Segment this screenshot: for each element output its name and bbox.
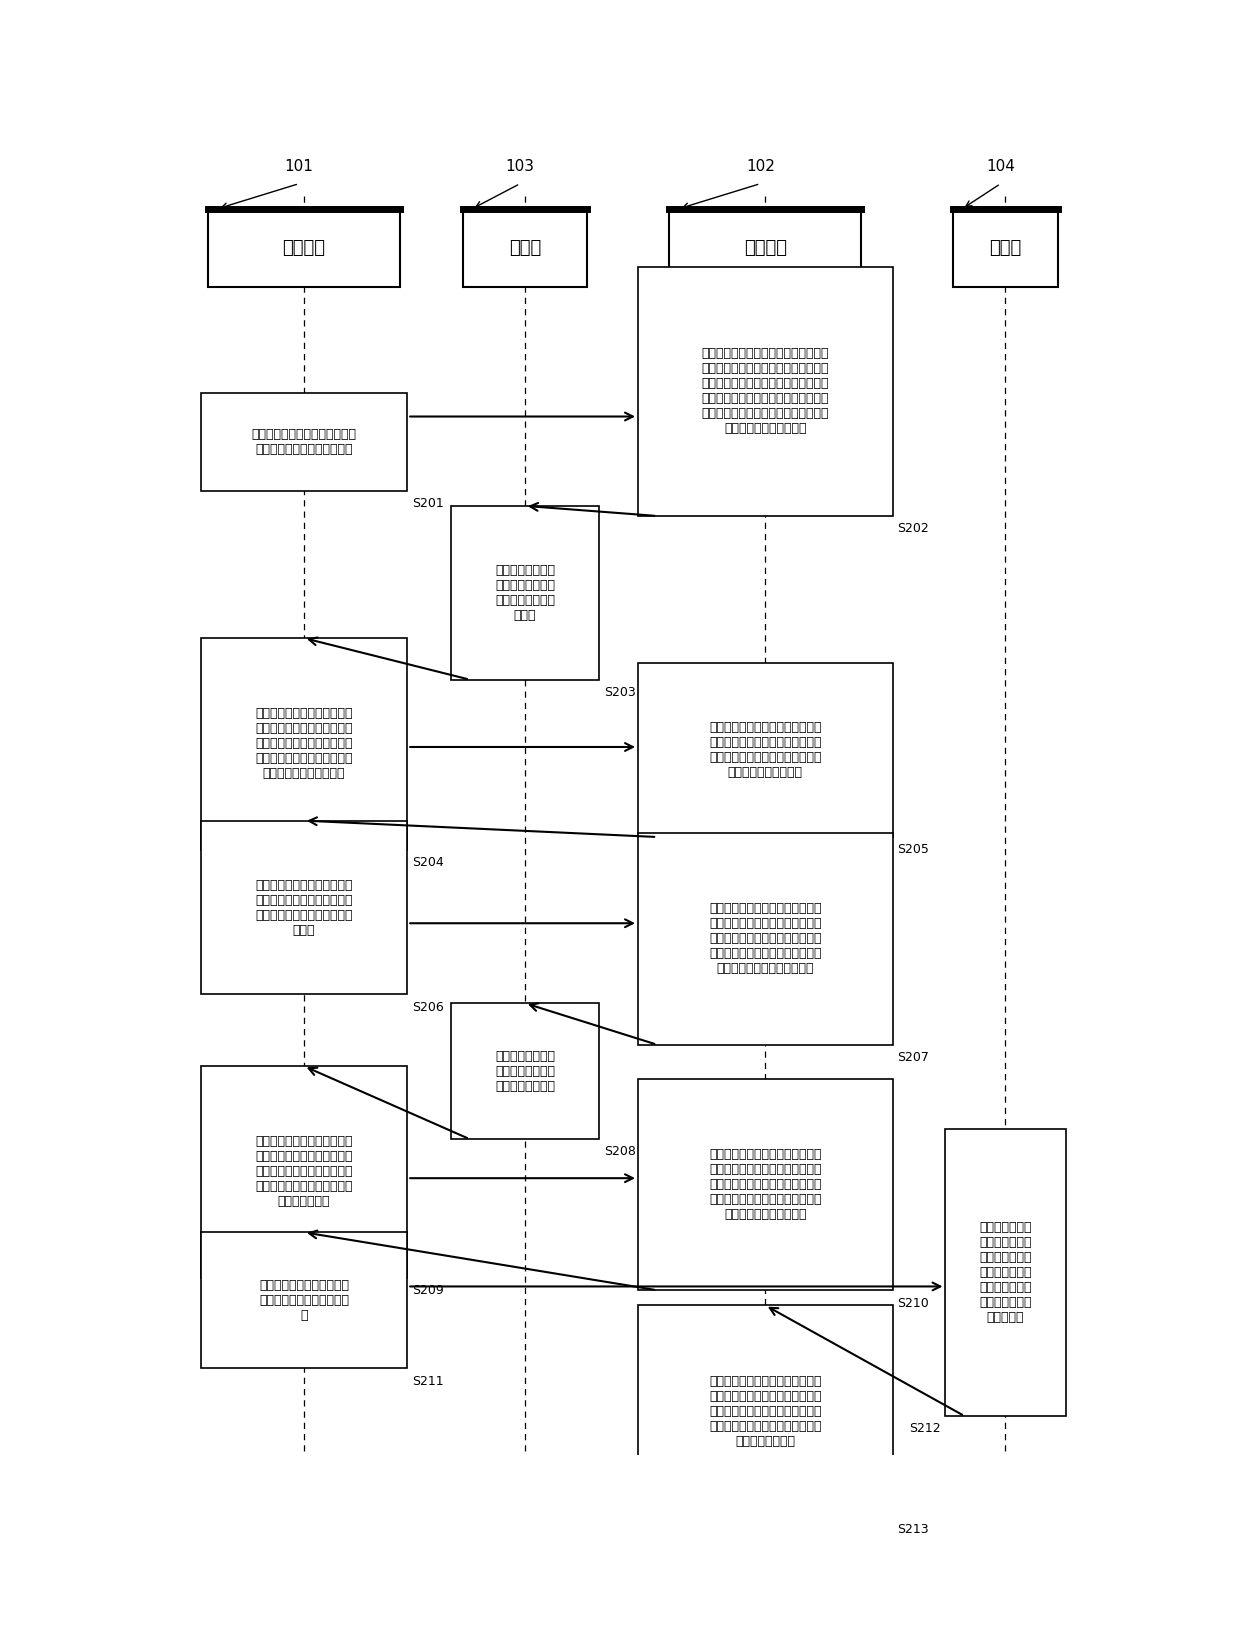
Bar <box>463 209 588 286</box>
Text: S205: S205 <box>898 844 929 857</box>
Text: 接收所述标准射频信号，检测自身
输出端的输出功率值，并计算得到
所述输出功率值与所述校准射频信
号中的所述功率值的差值，且更新
自身的功率修正值: 接收所述标准射频信号，检测自身 输出端的输出功率值，并计算得到 所述输出功率值与… <box>709 1375 821 1447</box>
Text: 根据所述理论功率值和所述实
际功率值，得到实际功率增益
，并发送含有该实际功率值和
实际功率增益的功率调节指令
给所述射频设备: 根据所述理论功率值和所述实 际功率值，得到实际功率增益 ，并发送含有该实际功率值… <box>255 1135 352 1208</box>
Text: S210: S210 <box>898 1297 929 1310</box>
Text: 校准装置: 校准装置 <box>283 239 325 257</box>
Text: S213: S213 <box>898 1524 929 1537</box>
Text: 响应所述第一完成信号，发送
含有所述频率编号和预设功率
信息的第二测试信号给所述射
频设备: 响应所述第一完成信号，发送 含有所述频率编号和预设功率 信息的第二测试信号给所述… <box>255 878 352 937</box>
Bar <box>201 1233 407 1368</box>
Bar <box>945 1130 1065 1416</box>
Text: S212: S212 <box>909 1422 941 1436</box>
Text: 信号源: 信号源 <box>990 239 1022 257</box>
Text: S202: S202 <box>898 522 929 535</box>
Text: 响应所述第二完成信号，发
送预设控制指令给所述信号
源: 响应所述第二完成信号，发 送预设控制指令给所述信号 源 <box>259 1279 348 1321</box>
Bar <box>637 1305 893 1517</box>
Text: S208: S208 <box>604 1146 636 1159</box>
Bar <box>637 664 893 837</box>
Text: 射频设备: 射频设备 <box>744 239 786 257</box>
Text: 响应所述第二测试信号，查询预设
信息表中所述频率编号和所述功率
信息对应的理论频率值和理论功率
值，并根据所述理论频率值和所述
理论功率值发送第二射频信号: 响应所述第二测试信号，查询预设 信息表中所述频率编号和所述功率 信息对应的理论频… <box>709 903 821 976</box>
Text: S209: S209 <box>412 1283 444 1297</box>
Text: 104: 104 <box>986 159 1016 173</box>
Bar <box>208 209 401 286</box>
Text: 频谱仪: 频谱仪 <box>508 239 541 257</box>
Text: 101: 101 <box>285 159 314 173</box>
Bar <box>637 1079 893 1290</box>
Text: 检测得到第二射频
信号的实际功率值
，发送给校准装置: 检测得到第二射频 信号的实际功率值 ，发送给校准装置 <box>495 1050 556 1092</box>
Bar <box>637 834 893 1045</box>
Bar <box>201 638 407 850</box>
Bar <box>670 209 862 286</box>
Bar <box>637 267 893 517</box>
Text: S203: S203 <box>604 687 636 698</box>
Text: S204: S204 <box>412 855 444 868</box>
Text: 根据所述控制指
令，发送对应频
率和功率的标准
射频信号给所述
射频设备，所述
标准射频信号中
包括功率值: 根据所述控制指 令，发送对应频 率和功率的标准 射频信号给所述 射频设备，所述 … <box>980 1221 1032 1324</box>
Text: S201: S201 <box>412 497 444 510</box>
Bar <box>201 392 407 490</box>
Bar <box>201 1066 407 1277</box>
Text: 判断所述实际频率值是否在预
设阈值范围内，当所述实际频
率在所述预设阈值范围内，发
送含有所述实际频率值的频率
调节指令给所述射频设备: 判断所述实际频率值是否在预 设阈值范围内，当所述实际频 率在所述预设阈值范围内，… <box>255 708 352 780</box>
Text: 响应用户输入，发送含有频率编
号的第一测试信号给射频设备: 响应用户输入，发送含有频率编 号的第一测试信号给射频设备 <box>252 428 356 456</box>
Text: 根据所述功率调节指令，将所述预
设信息表中对应的理论功率值和理
论功率增益更新为所述实际功率值
和所述实际功率增益，并发出第二
完成信号给所述校准装置: 根据所述功率调节指令，将所述预 设信息表中对应的理论功率值和理 论功率增益更新为… <box>709 1148 821 1221</box>
Bar <box>201 821 407 994</box>
Bar <box>450 505 599 680</box>
Text: S211: S211 <box>412 1375 444 1388</box>
Text: 根据所述含有频率编号的第一测试信号
，查询预设信息表中该频率编号对应的
理论频率值，并发送该理论频率值的第
一射频信号，所述预设信息表中包括多
个频率编号以及对: 根据所述含有频率编号的第一测试信号 ，查询预设信息表中该频率编号对应的 理论频率… <box>702 347 830 435</box>
Bar <box>450 1004 599 1140</box>
Text: 检测所述第一射频
信号的实际频率值
，并发送给所述校
准装置: 检测所述第一射频 信号的实际频率值 ，并发送给所述校 准装置 <box>495 564 556 621</box>
Text: 响应所述频率调节指令，将所述预
设信息表中对应的理论频率值更新
为所述实际频率值，并反馈第一完
成信号给所述校准装置: 响应所述频率调节指令，将所述预 设信息表中对应的理论频率值更新 为所述实际频率值… <box>709 721 821 780</box>
Text: 103: 103 <box>506 159 534 173</box>
Bar <box>952 209 1058 286</box>
Text: 102: 102 <box>746 159 775 173</box>
Text: S206: S206 <box>412 1001 444 1014</box>
Text: S207: S207 <box>898 1051 929 1064</box>
